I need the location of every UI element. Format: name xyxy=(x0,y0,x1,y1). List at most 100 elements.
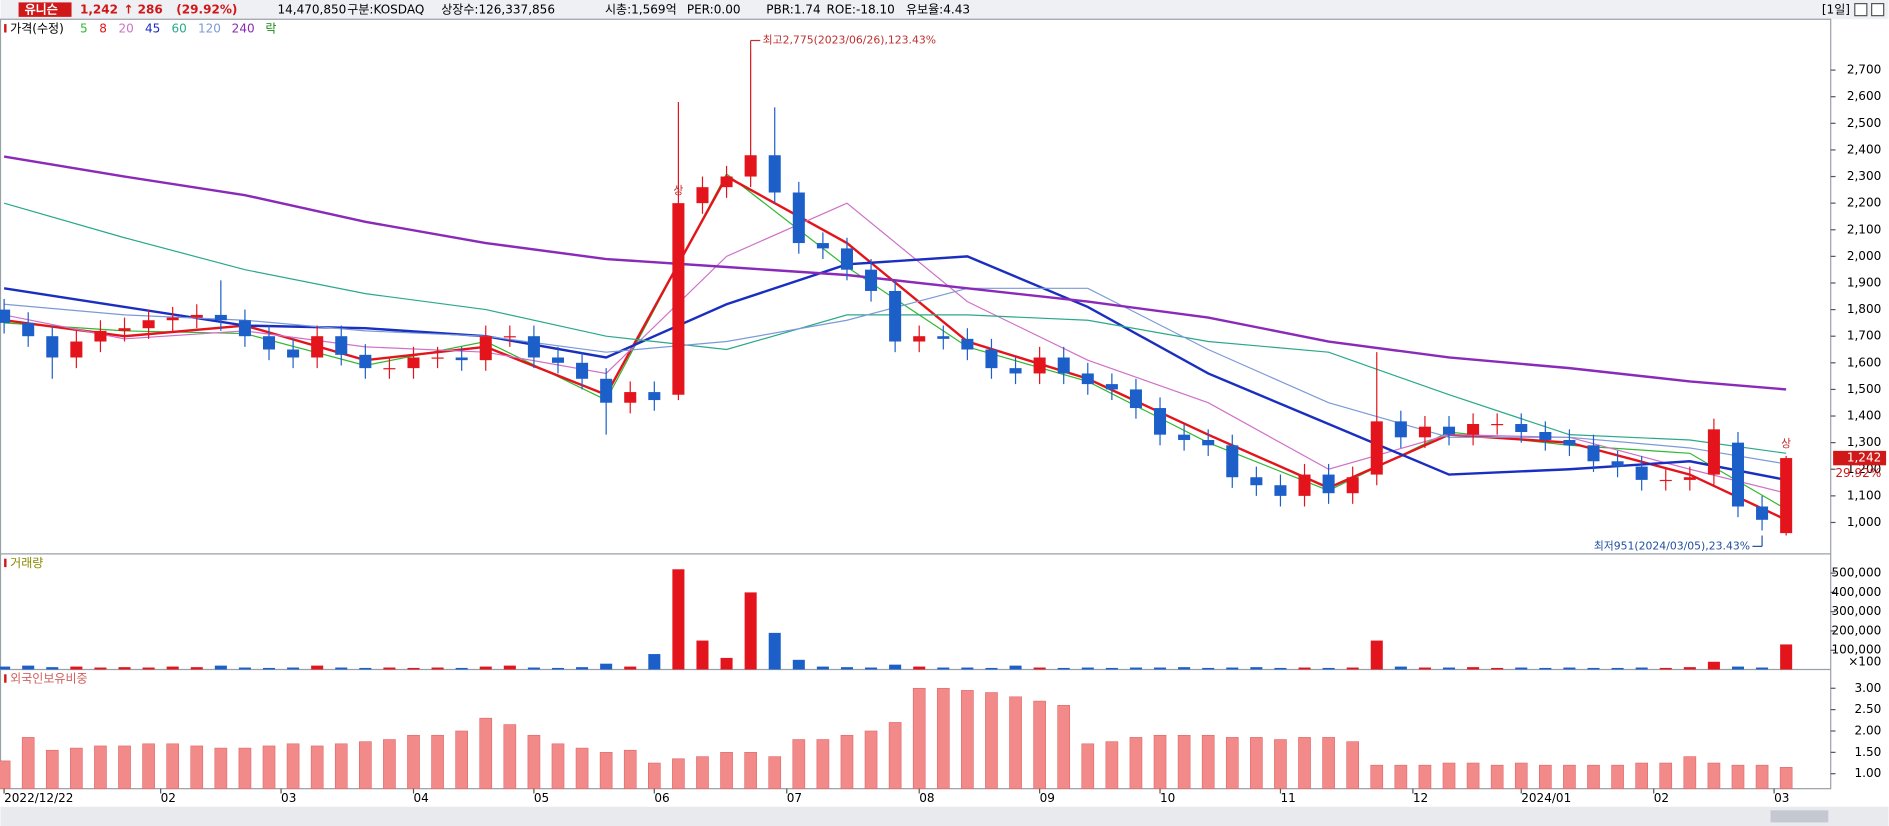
bar xyxy=(407,734,420,789)
candle-body xyxy=(359,354,372,369)
candle-body xyxy=(527,336,540,358)
bar xyxy=(22,665,35,670)
scrollbar[interactable] xyxy=(0,806,1889,826)
per: PER:0.00 xyxy=(687,3,741,17)
bar xyxy=(840,667,853,670)
candle-body xyxy=(1346,477,1359,494)
y-tick-label: 1,500 xyxy=(1847,382,1881,396)
moving-average-line xyxy=(3,255,1787,482)
bar xyxy=(455,730,468,789)
change-rate: (29.92%) xyxy=(176,3,237,17)
minimize-button[interactable] xyxy=(1854,3,1868,17)
candle-body xyxy=(214,314,227,321)
period[interactable]: [1일] xyxy=(1822,3,1850,17)
y-tick-label: 3.00 xyxy=(1854,681,1881,695)
bar xyxy=(1057,667,1070,670)
bar xyxy=(46,667,59,670)
bar xyxy=(214,747,228,789)
bar xyxy=(1539,764,1552,789)
candle-body xyxy=(913,336,926,342)
bar xyxy=(142,667,155,670)
bar xyxy=(1394,666,1407,670)
bar xyxy=(238,667,251,670)
bar xyxy=(1491,667,1504,670)
bar xyxy=(1081,667,1094,670)
scroll-thumb[interactable] xyxy=(1770,810,1829,823)
candle-body xyxy=(1611,461,1624,467)
bar xyxy=(623,749,637,789)
bar xyxy=(1442,762,1456,789)
bar xyxy=(1659,667,1672,670)
bar xyxy=(696,640,709,670)
y-tick-label: 1,100 xyxy=(1847,488,1881,502)
last-price-label: 1,242 xyxy=(1847,451,1881,465)
candle-body xyxy=(1731,442,1745,507)
panel-title: 가격(수정) xyxy=(10,21,64,35)
candle-body xyxy=(1322,474,1335,494)
candle-body xyxy=(1683,477,1696,480)
bar xyxy=(1490,764,1504,789)
bar xyxy=(792,659,805,670)
bar xyxy=(311,665,324,670)
candle-body xyxy=(1539,431,1552,440)
candle-body xyxy=(455,357,468,361)
bar xyxy=(0,760,11,789)
y-tick-label: 2.50 xyxy=(1854,702,1881,716)
bar xyxy=(166,666,179,670)
candle-body xyxy=(1081,373,1094,385)
bar xyxy=(1563,764,1576,789)
reserve: 유보율:4.43 xyxy=(906,3,970,17)
name-box xyxy=(18,2,72,17)
panel-title-marker xyxy=(4,558,7,568)
bar xyxy=(1394,764,1408,789)
bar xyxy=(1009,696,1022,789)
y-tick-label: 1,300 xyxy=(1847,435,1881,449)
bar xyxy=(1105,667,1118,670)
bar xyxy=(1201,734,1215,789)
bar xyxy=(792,739,806,789)
candle-body xyxy=(1298,474,1311,496)
bar xyxy=(1298,737,1311,789)
panel-title-marker xyxy=(4,24,7,33)
bar xyxy=(1418,764,1432,789)
bar xyxy=(985,667,998,670)
bar xyxy=(1346,741,1360,789)
candle-body xyxy=(961,338,974,350)
bar xyxy=(407,667,420,670)
y-tick-label: 2,300 xyxy=(1847,169,1881,183)
bar xyxy=(1370,640,1383,670)
bar xyxy=(1057,705,1071,789)
candle-body xyxy=(1105,384,1118,390)
bar xyxy=(1683,667,1696,670)
bar xyxy=(1274,667,1287,670)
bar xyxy=(961,690,974,789)
legend-entry: 락 xyxy=(265,21,276,35)
price: 1,242 xyxy=(80,3,118,17)
candle-body xyxy=(166,317,179,321)
candle-body xyxy=(551,357,565,363)
x-tick-label: 06 xyxy=(654,791,669,805)
candle-body xyxy=(22,322,35,337)
candle-body xyxy=(1659,479,1672,482)
y-tick-label: 100,000 xyxy=(1832,643,1882,657)
bar xyxy=(383,667,396,670)
bar xyxy=(624,666,637,670)
bar xyxy=(1611,667,1624,670)
legend-entry: 5 xyxy=(80,21,88,35)
bar xyxy=(744,592,757,670)
bar xyxy=(1563,667,1576,670)
close-button[interactable] xyxy=(1871,3,1885,17)
bar xyxy=(816,739,830,789)
bar xyxy=(1755,764,1769,789)
legend-entry: 240 xyxy=(232,21,255,35)
bar xyxy=(94,667,107,670)
bar xyxy=(1587,667,1600,670)
candle-body xyxy=(1442,426,1456,435)
bar xyxy=(1274,739,1287,789)
x-tick-label: 12 xyxy=(1413,791,1428,805)
candle-body xyxy=(720,176,733,188)
candle-body xyxy=(889,290,902,342)
bar xyxy=(1105,741,1119,789)
bar xyxy=(431,667,444,670)
